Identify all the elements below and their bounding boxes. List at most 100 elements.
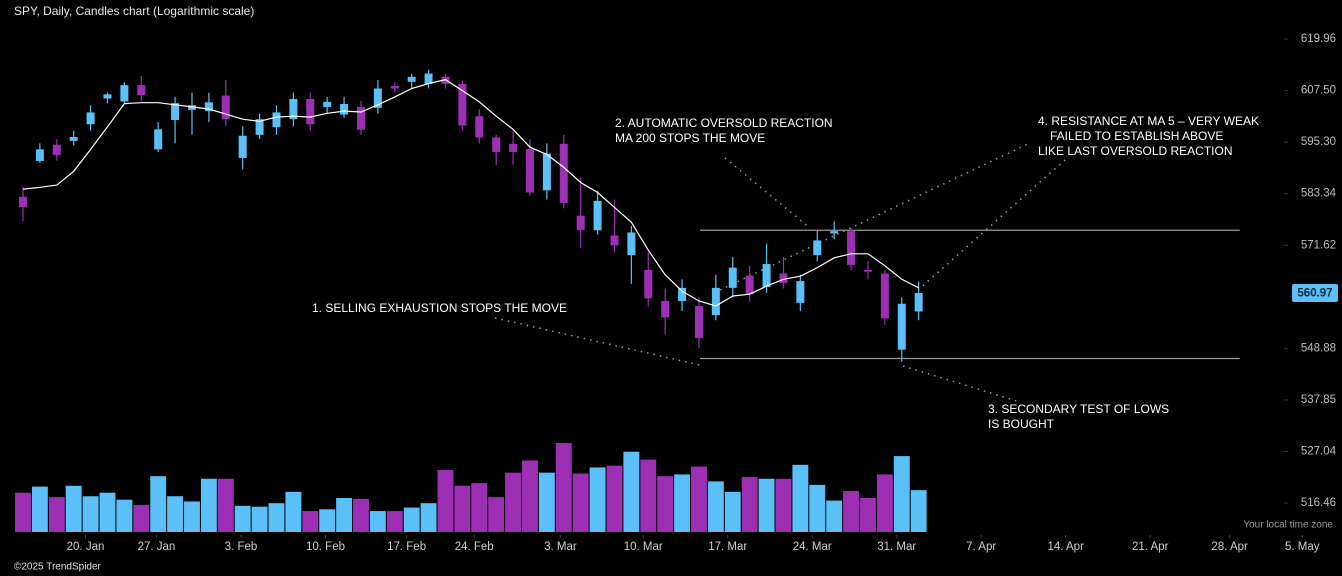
annotation: MA 200 STOPS THE MOVE [615, 131, 765, 145]
x-tick-label: 24. Feb [455, 541, 494, 553]
moving-average [22, 79, 919, 307]
candle-body [745, 275, 754, 295]
annotation-pointer [902, 365, 1021, 403]
candle-body [86, 112, 95, 125]
candle-body [323, 101, 332, 107]
volume-bar [471, 483, 488, 532]
y-tick-label: 583.34 [1301, 188, 1337, 200]
volume-bar [623, 451, 640, 532]
candle-body [847, 231, 856, 265]
volume-bar [268, 503, 285, 532]
candle-body [120, 85, 129, 102]
x-tick-label: 31. Mar [877, 541, 916, 553]
candle-body [627, 232, 636, 256]
volume-bar [505, 472, 522, 532]
candle-body [661, 301, 670, 318]
candle-body [694, 306, 703, 339]
x-tick-label: 14. Apr [1047, 541, 1084, 553]
annotation-pointer [494, 317, 701, 366]
volume-bar [234, 505, 251, 532]
candle-body [542, 153, 551, 191]
candle-body [475, 116, 484, 138]
candle-body [407, 76, 416, 82]
annotation-pointer [917, 159, 1066, 291]
volume-bar [82, 496, 99, 532]
x-tick-label: 3. Feb [225, 541, 258, 553]
candle-body [509, 143, 518, 152]
price-badge [1292, 284, 1338, 303]
volume-bar [65, 485, 82, 532]
volume-bar [488, 497, 505, 532]
volume-bar [454, 485, 471, 532]
candle-body [390, 85, 399, 89]
candle-body [356, 106, 365, 130]
x-tick-label: 17. Mar [708, 541, 747, 553]
candle-body [272, 112, 281, 128]
annotation: 1. SELLING EXHAUSTION STOPS THE MOVE [312, 301, 567, 315]
x-tick-label: 10. Mar [624, 541, 663, 553]
candle-body [187, 105, 196, 110]
candle-body [255, 119, 264, 135]
x-tick-label: 27. Jan [138, 541, 176, 553]
volume-bar [386, 511, 403, 532]
annotation: FAILED TO ESTABLISH ABOVE [1050, 129, 1223, 143]
volume-bar [167, 496, 184, 532]
candle-body [610, 235, 619, 246]
volume-bar [285, 491, 302, 532]
x-tick-label: 10. Feb [306, 541, 345, 553]
candle-body [18, 196, 27, 207]
candle-body [103, 94, 112, 99]
candle-body [559, 143, 568, 204]
candle-body [221, 95, 230, 120]
volume-bar [555, 443, 572, 532]
volume-bar [116, 499, 133, 532]
candle-body [525, 148, 534, 193]
candle-body [728, 267, 737, 288]
volume-bar [775, 478, 792, 532]
candle-body [35, 149, 44, 161]
volume-bar [657, 476, 674, 532]
volume-bar [910, 490, 927, 532]
candle-body [69, 136, 78, 141]
candle-body [897, 303, 906, 350]
volume-bar [522, 460, 538, 532]
y-tick-label: 537.85 [1301, 394, 1336, 406]
volume-bar [336, 497, 353, 532]
volume-bar [758, 478, 775, 532]
volume-bar [200, 478, 217, 532]
candle-body [914, 293, 923, 312]
volume-bar [217, 478, 234, 532]
volume-bar [369, 511, 386, 532]
y-tick-label: 516.46 [1301, 497, 1336, 509]
volume-bar [572, 473, 589, 532]
annotation: 4. RESISTANCE AT MA 5 – VERY WEAK [1038, 114, 1259, 128]
y-tick-label: 571.62 [1301, 239, 1336, 251]
y-tick-label: 619.96 [1301, 33, 1336, 45]
candle-body [863, 269, 872, 272]
time-zone-note: Your local time zone [1243, 520, 1333, 531]
x-tick-label: 5. May [1285, 541, 1320, 553]
candle-body [238, 135, 247, 158]
candle-body [593, 200, 602, 231]
volume-bar [437, 470, 454, 532]
volume-bar [31, 486, 48, 532]
candle-body [458, 83, 467, 126]
volume-bar [99, 492, 116, 532]
volume-bar [674, 474, 691, 532]
volume-bar [403, 507, 420, 532]
annotation: IS BOUGHT [988, 417, 1055, 431]
candle-body [137, 85, 146, 96]
volume-bar [302, 511, 319, 532]
volume-bar [184, 501, 200, 532]
candle-body [576, 215, 585, 231]
candle-body [424, 73, 433, 84]
copyright: ©2025 TrendSpider [14, 562, 102, 573]
y-tick-label: 607.50 [1301, 85, 1336, 97]
candle-body [796, 281, 805, 303]
y-tick-label: 548.88 [1301, 342, 1336, 354]
candle-body [154, 129, 163, 150]
x-tick-label: 7. Apr [966, 541, 996, 553]
candle-body [830, 231, 839, 234]
volume-bar [133, 504, 150, 532]
